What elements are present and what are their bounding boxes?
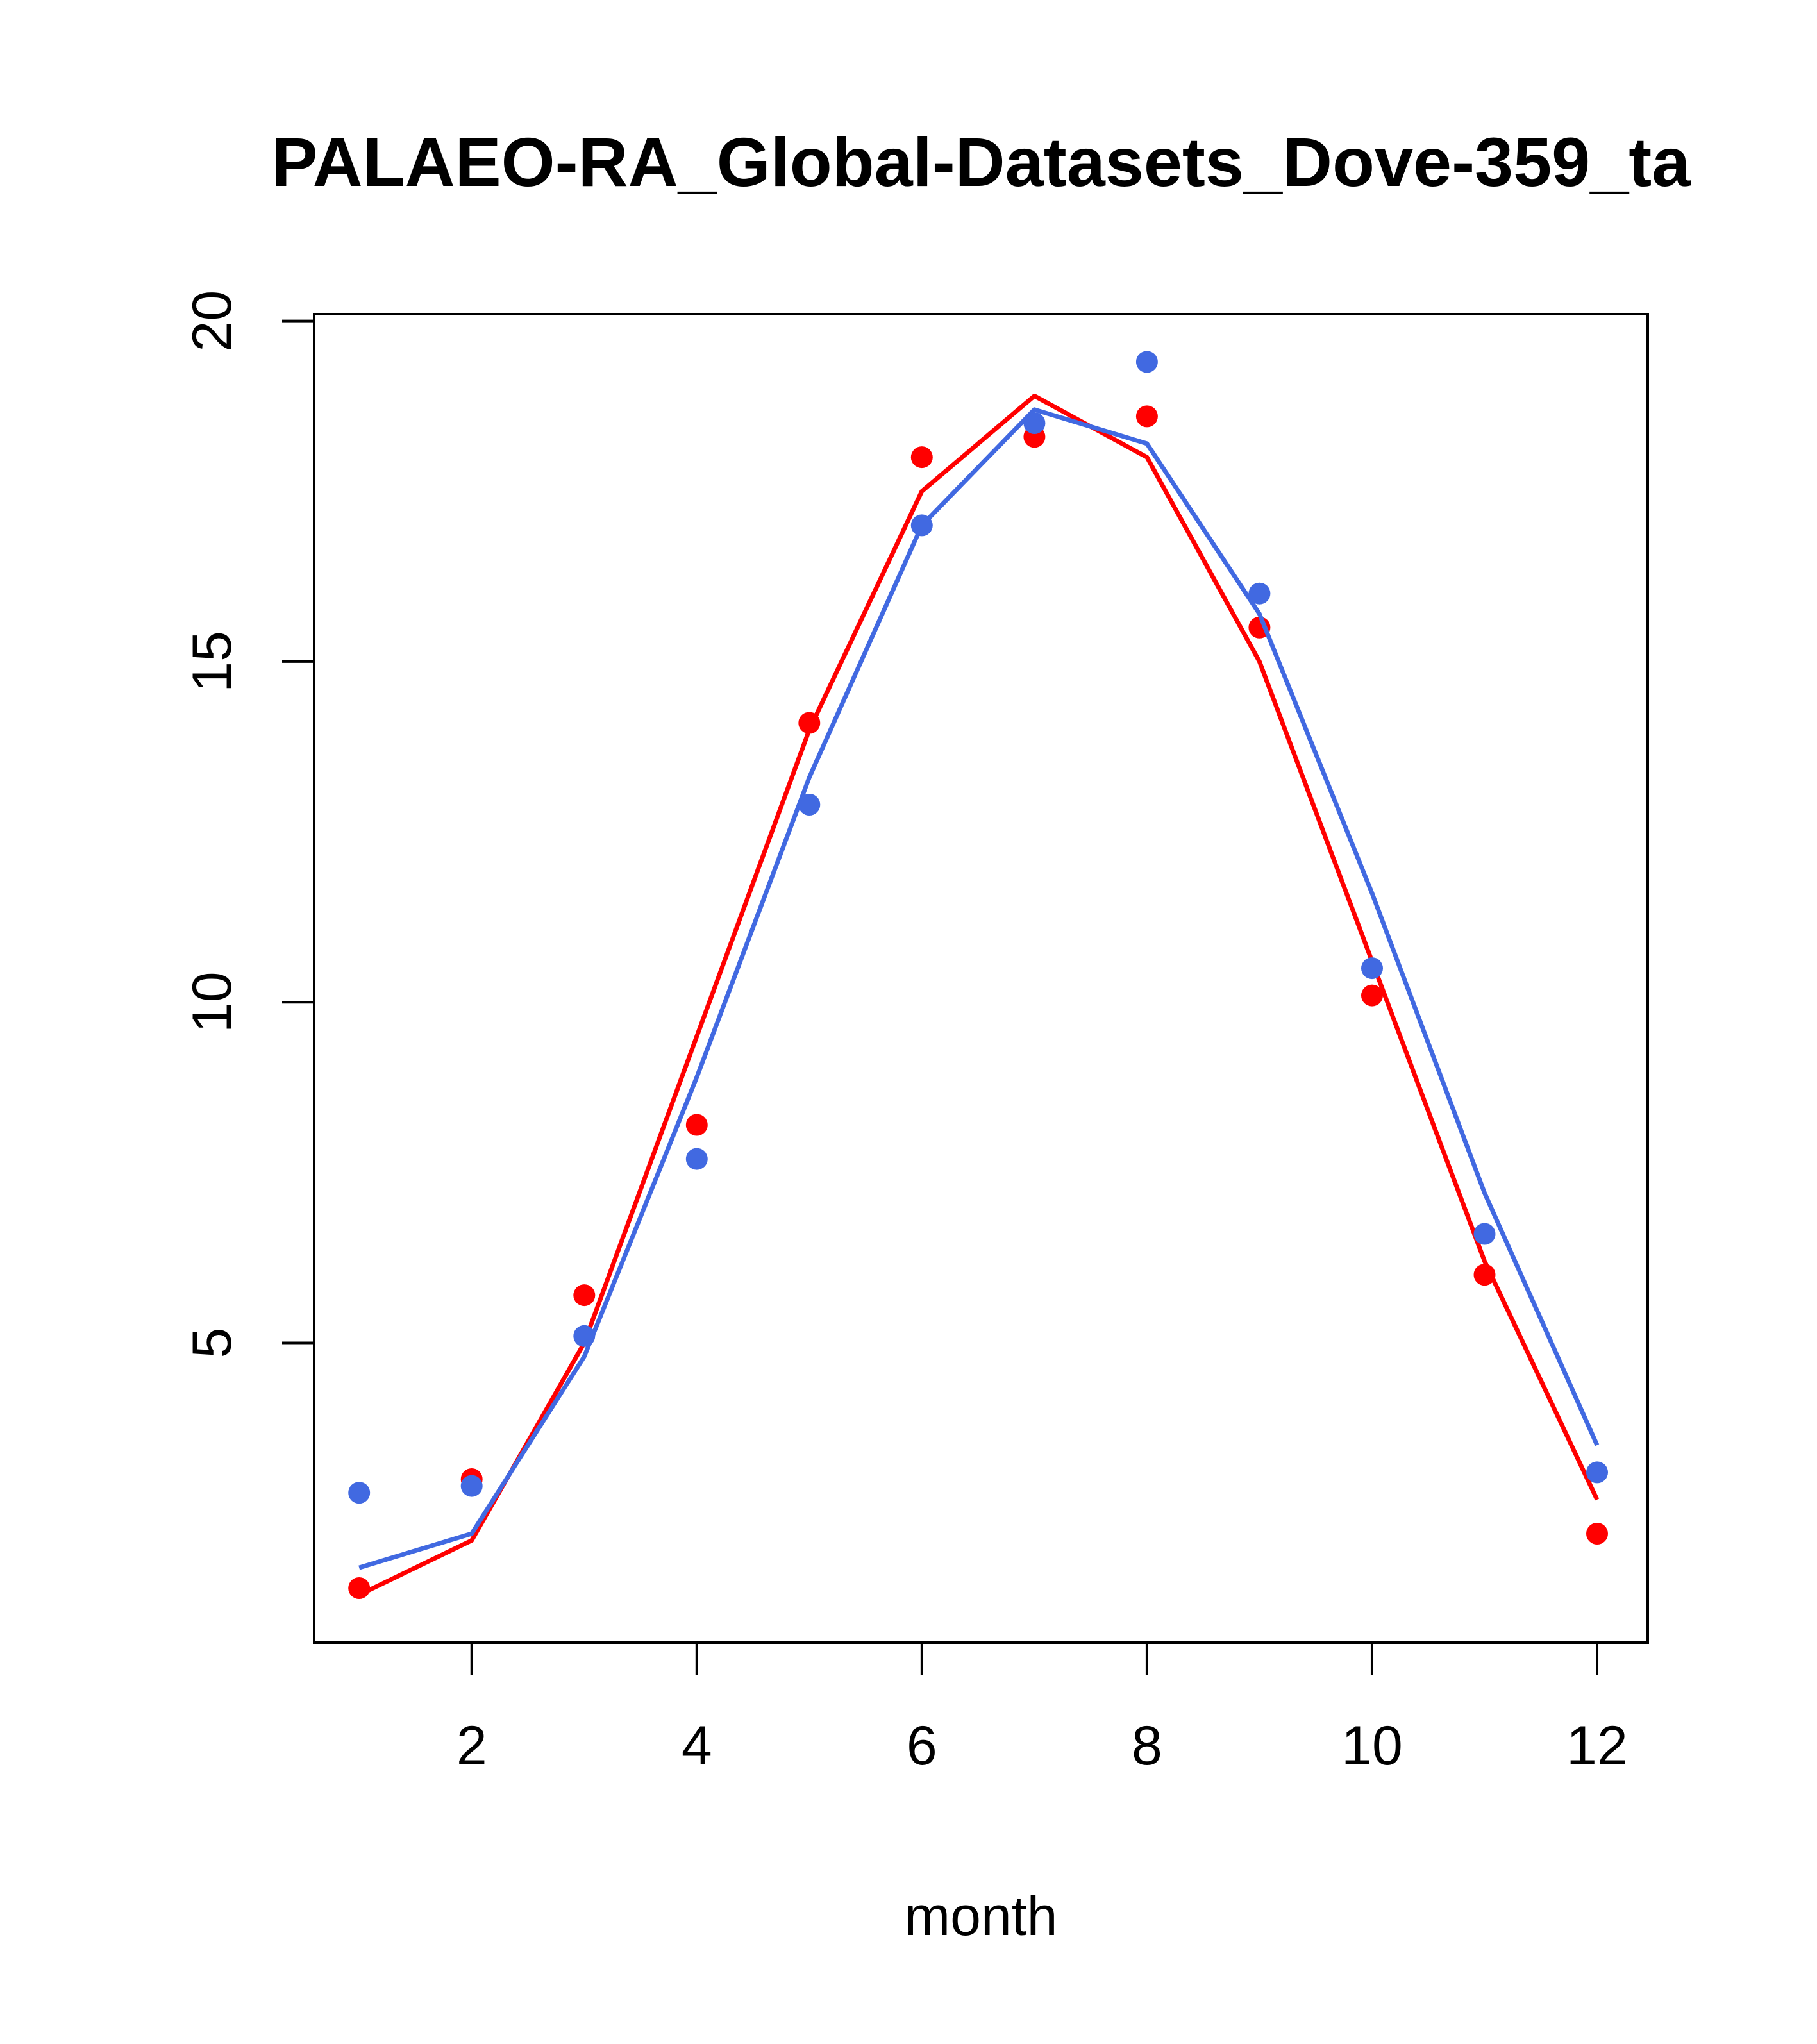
- y-tick-label: 10: [181, 971, 243, 1033]
- series-line: [358, 394, 1600, 1597]
- x-tick-label: 2: [456, 1715, 487, 1777]
- data-point: [910, 514, 933, 537]
- data-point: [1135, 405, 1158, 428]
- data-point: [1248, 582, 1271, 605]
- data-point: [910, 446, 933, 469]
- data-point: [1361, 984, 1383, 1007]
- x-axis-title: month: [904, 1886, 1057, 1947]
- data-point: [573, 1325, 596, 1347]
- data-point: [1586, 1523, 1608, 1545]
- x-tick-label: 4: [682, 1715, 712, 1777]
- series-2: [348, 351, 1608, 1570]
- chart-title: PALAEO-RA_Global-Datasets_Dove-359_ta: [272, 123, 1691, 201]
- data-point: [685, 1148, 708, 1170]
- data-point: [1586, 1461, 1608, 1484]
- y-tick-label: 20: [181, 290, 243, 352]
- y-tick-label: 15: [181, 631, 243, 692]
- series-1: [348, 394, 1608, 1599]
- data-point: [460, 1475, 483, 1497]
- plot-frame: [313, 313, 1649, 1644]
- data-point: [685, 1114, 708, 1136]
- data-point: [1135, 351, 1158, 373]
- x-tick-label: 10: [1341, 1715, 1403, 1777]
- data-point: [348, 1577, 371, 1599]
- x-tick-label: 12: [1566, 1715, 1628, 1777]
- x-tick-label: 6: [907, 1715, 937, 1777]
- data-point: [798, 794, 821, 816]
- data-point: [798, 712, 821, 734]
- x-tick-label: 8: [1132, 1715, 1162, 1777]
- series-line: [358, 407, 1600, 1570]
- series-layer: [348, 351, 1608, 1599]
- data-point: [348, 1482, 371, 1504]
- data-point: [1473, 1223, 1496, 1245]
- y-tick-label: 5: [181, 1328, 243, 1359]
- x-axis: 2 4 6 8 10 12: [456, 1643, 1628, 1777]
- data-point: [1023, 412, 1046, 434]
- data-point: [1473, 1264, 1496, 1286]
- y-axis: 5 10 15 20: [181, 290, 314, 1359]
- data-point: [573, 1284, 596, 1307]
- data-point: [1361, 957, 1383, 980]
